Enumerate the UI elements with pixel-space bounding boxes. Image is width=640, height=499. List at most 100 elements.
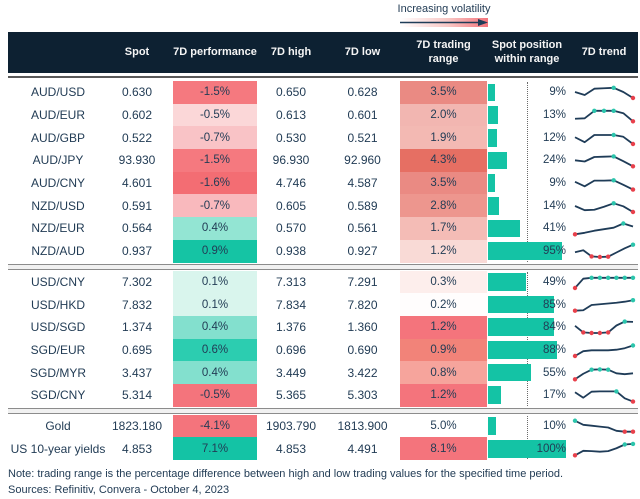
instrument-label: Gold [45,418,71,433]
low-value: 7.820 [347,297,378,312]
low-value: 7.291 [347,274,378,289]
trading-range-cell: 3.5% [400,81,487,104]
low-value: 0.628 [347,85,378,100]
performance-cell: -0.7% [173,126,257,150]
trend-cell [572,362,636,384]
low-value: 0.561 [347,221,378,236]
volatility-gradient-bar [400,18,488,27]
spot-position-value: 13% [542,109,566,122]
header-7d-performance: 7D performance [173,45,257,58]
range-midpoint-dotted-line [527,271,528,406]
trading-range-cell: 2.0% [400,103,487,127]
trading-range-cell: 1.2% [400,383,487,407]
spot-position-cell: 9% [488,172,566,195]
low-value: 0.927 [347,244,378,259]
high-value: 0.938 [275,244,307,259]
spot-position-cell: 85% [488,293,566,316]
header-spot: Spot [124,45,150,58]
trading-range-cell: 1.2% [400,239,487,263]
instrument-label: AUD/GBP [30,130,85,145]
high-value: 0.696 [275,342,307,357]
spot-position-bar [488,83,496,102]
spot-position-bar [488,273,527,291]
low-value: 3.422 [347,365,378,380]
header-7d-high: 7D high [270,45,312,58]
spot-position-cell: 10% [488,415,566,438]
spot-position-bar [488,439,566,458]
trend-sparkline [572,297,636,313]
spot-value: 4.601 [121,176,153,191]
table-body: AUD/USD 0.630 -1.5% 0.650 0.628 3.5% 9% AUD/EUR… [8,81,638,460]
trend-cell [572,172,636,194]
performance-cell: 0.6% [173,338,257,362]
spot-position-cell: 88% [488,339,566,362]
instrument-label: AUD/JPY [32,153,84,168]
low-value: 0.690 [347,342,378,357]
spot-position-value: 55% [542,366,566,379]
high-value: 1903.790 [265,418,317,433]
trading-range-cell: 5.0% [400,414,487,438]
table-row: USD/SGD 1.374 0.4% 1.376 1.360 1.2% 84% [8,315,638,339]
trend-sparkline [574,154,636,169]
low-value: 0.601 [347,108,378,123]
trend-sparkline [574,132,636,146]
spot-position-bar [488,318,554,337]
spot-position-value: 9% [549,177,566,190]
low-value: 4.491 [347,441,378,456]
spot-position-cell: 41% [488,217,566,240]
spot-position-bar [488,151,507,170]
instrument-label: AUD/EUR [30,108,85,123]
table-section: AUD/USD 0.630 -1.5% 0.650 0.628 3.5% 9% AUD/EUR… [8,81,638,263]
trading-range-cell: 8.1% [400,437,487,460]
high-value: 3.449 [275,365,307,380]
spot-value: 0.602 [121,108,153,123]
trend-sparkline [574,178,636,192]
header-divider [8,73,638,78]
trading-range-cell: 1.2% [400,315,487,339]
trading-range-cell: 2.8% [400,194,487,218]
spot-position-cell: 55% [488,361,566,384]
instrument-label: AUD/CNY [30,176,85,191]
spot-position-value: 41% [542,222,566,235]
instrument-label: NZD/AUD [31,244,85,259]
spot-value: 0.695 [121,342,153,357]
instrument-label: SGD/CNY [30,388,86,403]
spot-value: 7.302 [121,274,153,289]
table-row: SGD/MYR 3.437 0.4% 3.449 3.422 0.8% 55% [8,361,638,384]
spot-position-bar [488,386,502,405]
high-value: 0.613 [275,108,307,123]
low-value: 4.587 [347,176,378,191]
trading-range-cell: 0.8% [400,361,487,384]
performance-cell: 0.1% [173,270,257,294]
range-midpoint-dotted-line [527,82,528,262]
trading-range-cell: 0.9% [400,338,487,362]
high-value: 0.605 [275,198,307,213]
trend-sparkline [574,85,636,101]
instrument-label: SGD/EUR [30,342,86,357]
performance-cell: -1.5% [173,149,257,172]
table-row: AUD/EUR 0.602 -0.5% 0.613 0.601 2.0% 13% [8,103,638,127]
spot-position-bar [488,174,496,192]
trading-range-cell: 4.3% [400,149,487,172]
section-separator [8,407,638,414]
low-value: 1813.900 [337,418,388,433]
performance-cell: -0.5% [173,383,257,407]
right-arrow-icon [400,19,488,26]
table-row: SGD/EUR 0.695 0.6% 0.696 0.690 0.9% 88% [8,338,638,362]
trend-sparkline [574,389,636,405]
high-value: 96.930 [272,153,310,168]
high-value: 7.834 [275,297,307,312]
performance-cell: 0.1% [173,293,257,316]
trend-cell [572,195,636,217]
trend-cell [572,217,636,239]
table-row: USD/CNY 7.302 0.1% 7.313 7.291 0.3% 49% [8,270,638,294]
spot-value: 0.591 [121,198,153,213]
trend-sparkline [574,108,636,124]
spot-position-cell: 17% [488,384,566,407]
high-value: 5.365 [275,388,307,403]
spot-position-bar [488,242,563,260]
spot-position-cell: 12% [488,126,566,149]
spot-position-value: 49% [542,275,566,288]
trading-range-cell: 0.3% [400,270,487,294]
spot-position-value: 14% [542,199,566,212]
